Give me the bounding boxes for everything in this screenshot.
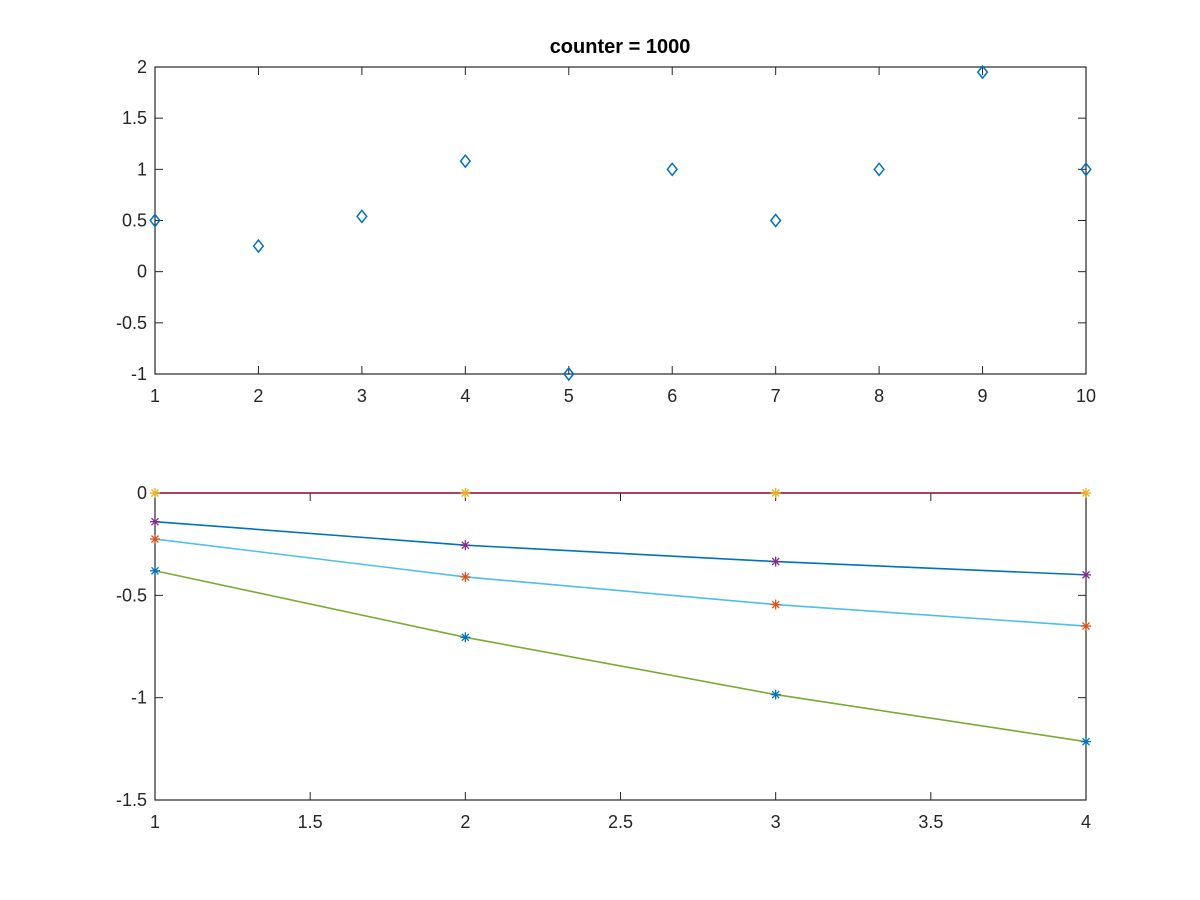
bottom-xtick-label: 2: [460, 812, 470, 832]
asterisk-marker-2: [1081, 569, 1091, 580]
top-ytick-label: 0: [137, 262, 147, 282]
bottom-ytick-label: -1: [131, 688, 147, 708]
top-xtick-label: 5: [564, 386, 574, 406]
asterisk-marker-2: [770, 556, 781, 567]
asterisk-marker-3: [150, 534, 160, 545]
scatter-point: [666, 162, 678, 177]
top-axes: counter = 1000 1 2 3 4 5 6 7 8 9 10 -1 -0.5 0 0.5 1 1.5…: [116, 36, 1096, 406]
top-ytick-label: 0.5: [122, 211, 147, 231]
bottom-axes: 1 1.5 2 2.5 3 3.5 4 -1.5 -1 -0.5 0: [116, 483, 1091, 832]
scatter-point: [1080, 162, 1092, 177]
scatter-point: [356, 209, 368, 224]
top-xtick-label: 3: [357, 386, 367, 406]
top-chart-title: counter = 1000: [550, 36, 691, 58]
scatter-point: [459, 153, 472, 169]
top-xtick-label: 9: [978, 386, 988, 406]
bottom-ytick-label: 0: [137, 483, 147, 503]
asterisk-marker-4: [460, 632, 471, 643]
bottom-xtick-label: 4: [1081, 812, 1091, 832]
asterisk-marker-3: [770, 599, 781, 610]
scatter-point: [252, 238, 265, 254]
scatter-point: [769, 213, 782, 228]
bottom-marker-series: [150, 488, 1091, 747]
asterisk-marker-4: [150, 565, 160, 576]
series-line-3: [154, 538, 1087, 627]
series-line-4: [154, 569, 1087, 743]
asterisk-marker-2: [460, 540, 471, 551]
bottom-xtick-label: 3: [771, 812, 781, 832]
scatter-point: [873, 162, 885, 177]
bottom-xtick-label: 2.5: [608, 812, 633, 832]
bottom-xtick-label: 3.5: [918, 812, 943, 832]
top-ytick-label: 1.5: [122, 108, 147, 128]
top-ytick-label: 1: [137, 159, 147, 179]
bottom-ticks: 1 1.5 2 2.5 3 3.5 4 -1.5 -1 -0.5 0: [116, 483, 1091, 832]
top-xtick-label: 4: [460, 386, 470, 406]
top-xtick-label: 1: [150, 386, 160, 406]
asterisk-marker-4: [1081, 736, 1091, 747]
asterisk-marker-4: [770, 689, 781, 700]
top-scatter-series: [149, 64, 1092, 382]
top-xtick-label: 7: [771, 386, 781, 406]
asterisk-marker-2: [150, 516, 160, 527]
bottom-xtick-label: 1.5: [298, 812, 323, 832]
bottom-line-series: [154, 492, 1087, 743]
scatter-point: [976, 64, 989, 80]
top-ytick-label: 2: [137, 57, 147, 77]
top-xtick-label: 10: [1076, 386, 1096, 406]
top-xtick-label: 2: [253, 386, 263, 406]
scatter-point: [149, 213, 161, 228]
scatter-point: [563, 366, 575, 382]
bottom-ytick-label: -1.5: [116, 790, 147, 810]
asterisk-marker-1: [150, 488, 160, 498]
asterisk-marker-1: [1081, 488, 1091, 498]
bottom-xtick-label: 1: [150, 812, 160, 832]
series-line-2: [154, 520, 1087, 576]
top-xtick-label: 6: [667, 386, 677, 406]
top-ticks: 1 2 3 4 5 6 7 8 9 10 -1 -0.5 0 0.5 1 1.5 2: [116, 57, 1096, 406]
asterisk-marker-3: [460, 571, 471, 582]
asterisk-marker-3: [1081, 621, 1091, 632]
top-ytick-label: -1: [131, 364, 147, 384]
bottom-ytick-label: -0.5: [116, 585, 147, 605]
asterisk-marker-1: [460, 488, 471, 498]
top-ytick-label: -0.5: [116, 313, 147, 333]
top-xtick-label: 8: [874, 386, 884, 406]
asterisk-marker-1: [770, 488, 781, 498]
